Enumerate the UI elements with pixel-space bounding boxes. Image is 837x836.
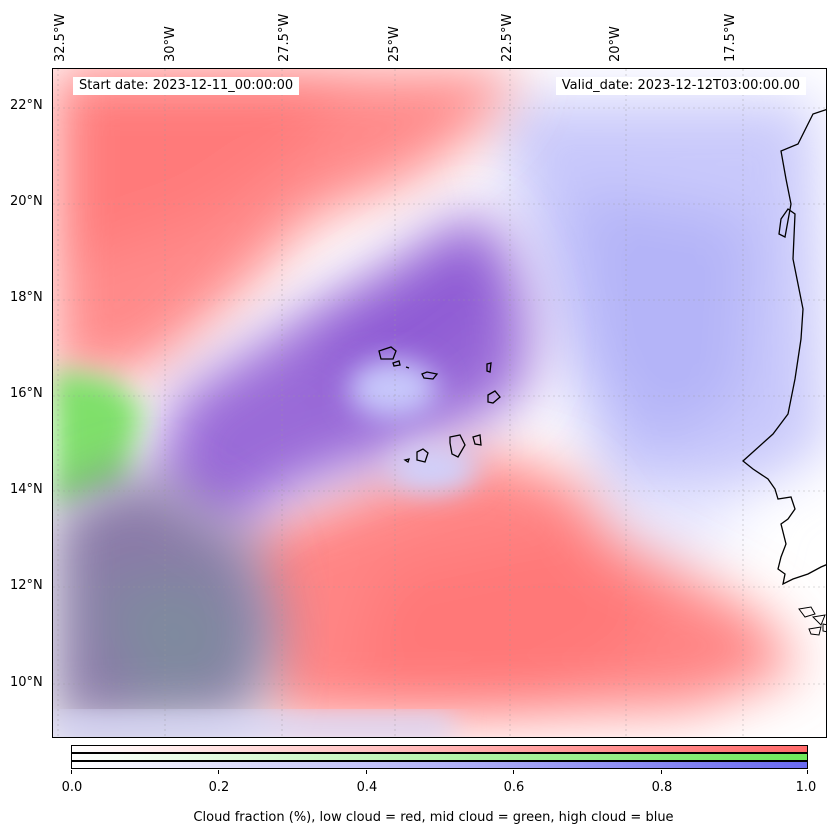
colorbar-tick-label-1: 1.0 [795,780,817,795]
cloud-map: Start date: 2023-12-11_00:00:00 Valid_da… [52,68,827,738]
lon-label-20w: 20°W [608,26,623,62]
colorbar-mid-cloud [71,753,808,761]
colorbar-tick [513,770,514,774]
high-cloud-field [493,99,826,589]
colorbar-tick-label-0-6: 0.6 [503,780,525,795]
mixed-cloud-band [153,209,533,539]
start-date-label: Start date: 2023-12-11_00:00:00 [73,77,300,95]
colorbar-tick [218,770,219,774]
lat-label-10n: 10°N [10,675,43,690]
colorbar-low-cloud [71,745,808,753]
lon-label-27-5w: 27.5°W [277,13,292,62]
high-cloud-south-edge [53,714,453,737]
clear-patch [348,359,478,494]
colorbar-tick-label-0: 0.0 [61,780,83,795]
lon-label-25w: 25°W [387,26,402,62]
colorbar-tick [661,770,662,774]
lon-label-22-5w: 22.5°W [500,13,515,62]
colorbar-high-cloud [71,761,808,769]
colorbar-tick [71,770,72,774]
lon-label-30w: 30°W [163,26,178,62]
valid-date-label: Valid_date: 2023-12-12T03:00:00.00 [555,77,806,95]
colorbar-tick-label-0-4: 0.4 [356,780,378,795]
lat-label-16n: 16°N [10,386,43,401]
lon-label-17-5w: 17.5°W [723,13,738,62]
colorbar-tick [807,770,808,774]
mid-cloud-field [53,369,143,509]
lat-label-22n: 22°N [10,98,43,113]
low-cloud-field-south [233,449,803,719]
colorbar-tick-label-0-8: 0.8 [651,780,673,795]
low-cloud-field-north [53,69,523,389]
lat-label-12n: 12°N [10,578,43,593]
lon-label-32-5w: 32.5°W [53,13,68,62]
lat-label-18n: 18°N [10,290,43,305]
lat-label-20n: 20°N [10,194,43,209]
colorbar-tick [366,770,367,774]
bissagos-islands [798,606,826,636]
colorbar [71,745,808,770]
colorbar-tick-label-0-2: 0.2 [208,780,230,795]
colorbar-title: Cloud fraction (%), low cloud = red, mid… [193,810,674,825]
gridlines [53,69,826,737]
mixed-cloud-southwest [53,469,283,729]
lat-label-14n: 14°N [10,482,43,497]
cloud-field [53,69,826,737]
cape-verde-islands [378,346,501,464]
africa-coastline [741,108,826,586]
